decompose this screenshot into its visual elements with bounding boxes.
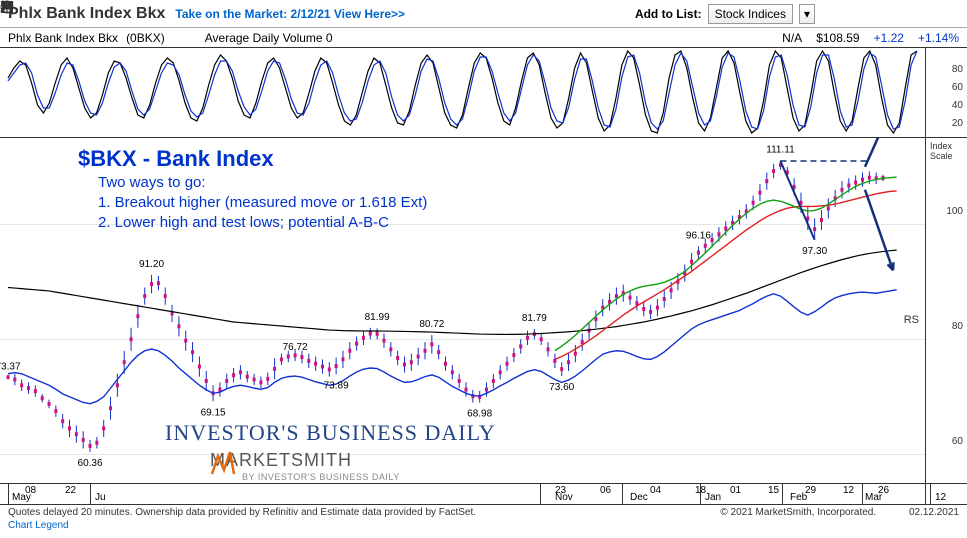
svg-text:73.37: 73.37 <box>0 361 21 372</box>
index-scale-label: Index Scale <box>930 142 953 162</box>
price-panel: 73.37 60.36 91.20 69.15 76.72 73.89 81.99 80.72… <box>0 138 967 483</box>
ind-tick: 40 <box>952 100 963 111</box>
sub-change: +1.22 <box>874 31 904 45</box>
svg-text:73.89: 73.89 <box>324 380 349 391</box>
ind-tick: 20 <box>952 118 963 129</box>
sub-symbol: (0BKX) <box>126 31 165 45</box>
time-month: May <box>12 492 31 503</box>
price-y-axis: Index Scale 100 80 60 <box>925 138 967 483</box>
time-month: Nov <box>555 492 573 503</box>
annotation-intro: Two ways to go: <box>98 174 206 191</box>
ind-tick: 60 <box>952 82 963 93</box>
instrument-title: Phlx Bank Index Bkx <box>8 5 165 23</box>
time-month: Feb <box>790 492 807 503</box>
rs-label: RS <box>904 314 919 326</box>
refresh-icon[interactable] <box>869 5 887 23</box>
chart-legend-link[interactable]: Chart Legend <box>0 520 967 531</box>
sub-quotes: N/A $108.59 +1.22 +1.14% <box>782 31 959 45</box>
svg-text:76.72: 76.72 <box>283 342 308 353</box>
footer-date: 02.12.2021 <box>909 507 959 518</box>
time-tick: 06 <box>600 485 611 502</box>
indicator-y-axis: 20 40 60 80 <box>925 48 967 137</box>
svg-text:?: ? <box>4 3 10 14</box>
time-month: Ju <box>95 492 106 503</box>
annotation-2: 2. Lower high and test lows; potential A… <box>98 214 389 231</box>
time-month: Jan <box>705 492 721 503</box>
indicator-svg <box>0 48 925 138</box>
svg-text:69.15: 69.15 <box>201 408 226 419</box>
list-dropdown-arrow[interactable]: ▾ <box>799 4 815 24</box>
settings-icon[interactable] <box>917 5 935 23</box>
time-tick: 15 <box>768 485 779 502</box>
time-tick: 04 <box>650 485 661 502</box>
indicator-panel: 20 40 60 80 <box>0 48 967 138</box>
svg-text:111.11: 111.11 <box>766 144 795 155</box>
chart-subheader: Phlx Bank Index Bkx (0BKX) Average Daily… <box>0 28 967 48</box>
marketsmith-logo: MARKETSMITH <box>210 450 352 471</box>
time-tick: 12 <box>843 485 854 502</box>
annotation-title: $BKX - Bank Index <box>78 146 274 172</box>
annotation-1: 1. Breakout higher (measured move or 1.6… <box>98 194 427 211</box>
svg-text:68.98: 68.98 <box>467 409 492 420</box>
svg-text:81.79: 81.79 <box>522 313 547 324</box>
price-tick: 100 <box>946 206 963 217</box>
sub-price: $108.59 <box>816 31 859 45</box>
footer-copyright: © 2021 MarketSmith, Incorporated. <box>720 507 876 518</box>
chart-area: 20 40 60 80 73.3760.3691.2069.1576.7273.… <box>0 48 967 505</box>
svg-text:73.60: 73.60 <box>549 382 574 393</box>
footer-disclaimer: Quotes delayed 20 minutes. Ownership dat… <box>8 507 476 518</box>
svg-text:97.30: 97.30 <box>802 246 827 257</box>
svg-text:80.72: 80.72 <box>419 319 444 330</box>
time-month: Mar <box>865 492 882 503</box>
svg-text:91.20: 91.20 <box>139 259 164 270</box>
sub-volume: Average Daily Volume 0 <box>205 31 333 45</box>
price-tick: 80 <box>952 321 963 332</box>
marketsmith-subtext: BY INVESTOR'S BUSINESS DAILY <box>242 472 400 482</box>
chart-header: Phlx Bank Index Bkx Take on the Market: … <box>0 0 967 28</box>
svg-text:96.16: 96.16 <box>686 230 711 241</box>
header-tools: Add to List: Stock Indices ▾ ? <box>635 4 959 24</box>
time-month: 12 <box>935 492 946 503</box>
time-tick: 01 <box>730 485 741 502</box>
ind-tick: 80 <box>952 64 963 75</box>
sub-name: Phlx Bank Index Bkx <box>8 31 118 45</box>
svg-text:81.99: 81.99 <box>365 312 390 323</box>
print-icon[interactable] <box>893 5 911 23</box>
list-dropdown[interactable]: Stock Indices <box>708 4 793 24</box>
time-tick: 22 <box>65 485 76 502</box>
time-axis: 0822230604180115291226MayJuNovDecJanFebM… <box>0 483 967 505</box>
chart-footer: Quotes delayed 20 minutes. Ownership dat… <box>0 505 967 520</box>
promo-link[interactable]: Take on the Market: 2/12/21 View Here>> <box>175 7 405 21</box>
sub-pct: +1.14% <box>918 31 959 45</box>
dropdown-value: Stock Indices <box>715 7 786 21</box>
grid-view-icon[interactable] <box>845 5 863 23</box>
price-tick: 60 <box>952 436 963 447</box>
chart-view-icon[interactable] <box>821 5 839 23</box>
add-to-list-label: Add to List: <box>635 7 702 21</box>
time-month: Dec <box>630 492 648 503</box>
sub-na: N/A <box>782 31 802 45</box>
svg-text:60.36: 60.36 <box>78 458 103 469</box>
ibd-logo: INVESTOR'S BUSINESS DAILY <box>165 420 496 446</box>
marketsmith-icon <box>210 450 236 476</box>
help-icon[interactable]: ? <box>941 5 959 23</box>
